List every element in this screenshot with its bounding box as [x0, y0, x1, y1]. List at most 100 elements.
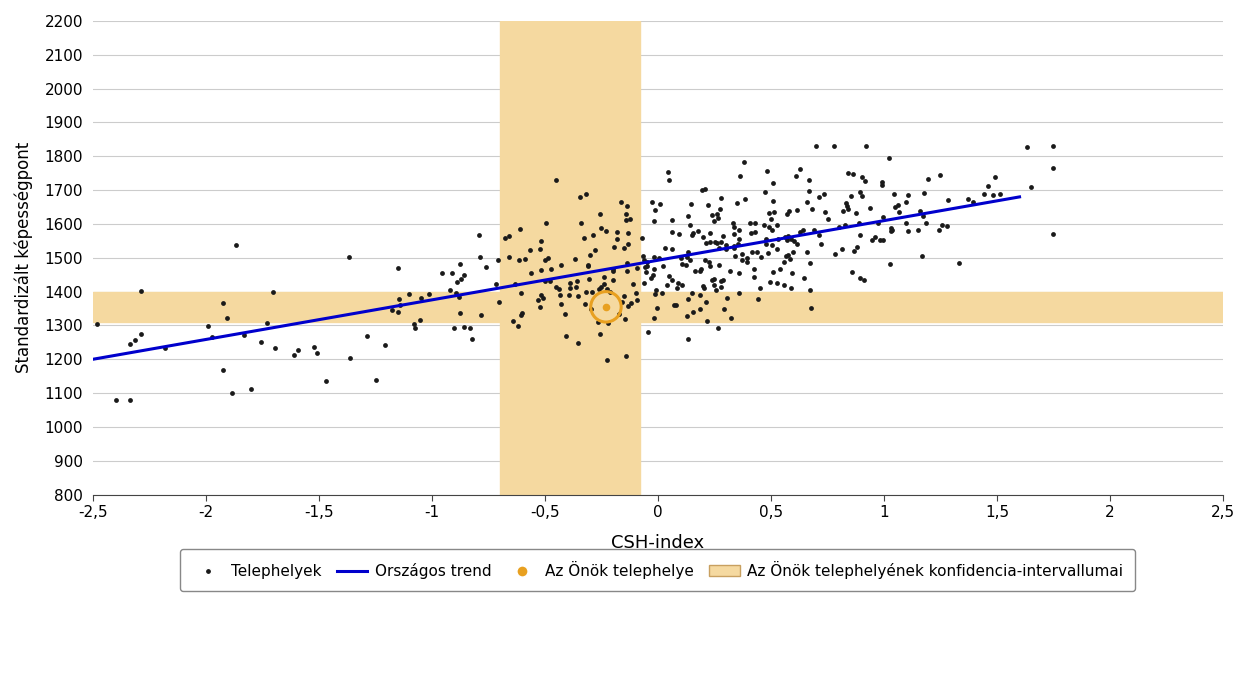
- Point: [486, 278, 506, 289]
- Point: [888, 200, 908, 211]
- Point: [701, 274, 721, 285]
- Point: [440, 284, 460, 295]
- Point: [779, 249, 799, 260]
- Point: [679, 247, 699, 258]
- Point: [265, 343, 285, 354]
- Point: [788, 205, 808, 216]
- Point: [800, 257, 820, 268]
- Point: [778, 208, 798, 219]
- Point: [678, 251, 698, 262]
- Point: [680, 219, 700, 230]
- Point: [441, 267, 461, 278]
- Point: [722, 218, 742, 229]
- Point: [779, 231, 799, 242]
- Point: [832, 244, 852, 255]
- Point: [711, 192, 731, 203]
- Point: [724, 241, 744, 252]
- Point: [759, 222, 779, 233]
- Point: [695, 183, 715, 194]
- Point: [606, 234, 626, 245]
- Point: [620, 214, 640, 225]
- Point: [258, 317, 278, 328]
- Point: [709, 260, 729, 271]
- Point: [776, 235, 796, 246]
- Point: [738, 257, 758, 268]
- Point: [784, 235, 804, 246]
- Point: [596, 302, 616, 313]
- Point: [618, 258, 638, 269]
- Point: [644, 264, 664, 275]
- Point: [774, 280, 794, 291]
- Point: [645, 289, 665, 300]
- Point: [794, 273, 814, 284]
- Point: [579, 261, 599, 272]
- Point: [579, 273, 599, 284]
- Point: [446, 288, 466, 299]
- Point: [568, 291, 588, 302]
- Point: [581, 304, 601, 315]
- Point: [870, 234, 890, 245]
- Point: [690, 289, 710, 300]
- Point: [848, 242, 868, 253]
- Point: [120, 339, 140, 350]
- Point: [470, 251, 490, 262]
- Point: [566, 276, 586, 287]
- Point: [621, 297, 641, 308]
- Point: [716, 240, 736, 251]
- Point: [611, 196, 631, 207]
- Point: [731, 249, 751, 260]
- Point: [1044, 229, 1064, 240]
- Point: [850, 230, 870, 241]
- Point: [644, 313, 664, 324]
- Point: [712, 230, 732, 241]
- Point: [216, 313, 236, 324]
- Point: [399, 288, 419, 299]
- Point: [854, 275, 874, 286]
- Point: [661, 244, 681, 255]
- Point: [720, 266, 740, 277]
- Point: [214, 364, 234, 375]
- Point: [770, 264, 790, 275]
- Point: [626, 288, 646, 299]
- Point: [982, 189, 1002, 200]
- Point: [339, 251, 359, 262]
- Point: [304, 341, 324, 352]
- Point: [495, 233, 515, 244]
- Point: [668, 277, 688, 288]
- Point: [120, 394, 140, 405]
- Point: [874, 235, 894, 246]
- Point: [729, 233, 749, 244]
- Point: [774, 257, 794, 268]
- Point: [609, 308, 629, 319]
- Point: [642, 196, 662, 207]
- Point: [530, 244, 550, 255]
- Point: [929, 225, 949, 236]
- Point: [125, 335, 145, 346]
- Point: [528, 294, 548, 305]
- Point: [914, 188, 934, 199]
- Point: [711, 237, 731, 248]
- Point: [596, 283, 616, 294]
- Point: [454, 322, 474, 333]
- Point: [768, 220, 788, 231]
- Point: [470, 229, 490, 240]
- Point: [938, 221, 958, 232]
- Point: [602, 264, 622, 275]
- Point: [566, 282, 586, 293]
- Point: [590, 223, 610, 234]
- Point: [684, 227, 704, 238]
- Point: [622, 279, 642, 290]
- Point: [880, 258, 900, 269]
- Point: [730, 170, 750, 181]
- Point: [750, 282, 770, 293]
- Point: [550, 289, 570, 300]
- Point: [589, 284, 609, 295]
- Point: [450, 308, 470, 319]
- Point: [614, 291, 634, 302]
- Point: [781, 283, 801, 294]
- Point: [700, 260, 720, 271]
- Point: [658, 280, 678, 291]
- Y-axis label: Standardizált képességpont: Standardizált képességpont: [15, 142, 34, 374]
- Point: [565, 253, 585, 264]
- Point: [560, 283, 580, 294]
